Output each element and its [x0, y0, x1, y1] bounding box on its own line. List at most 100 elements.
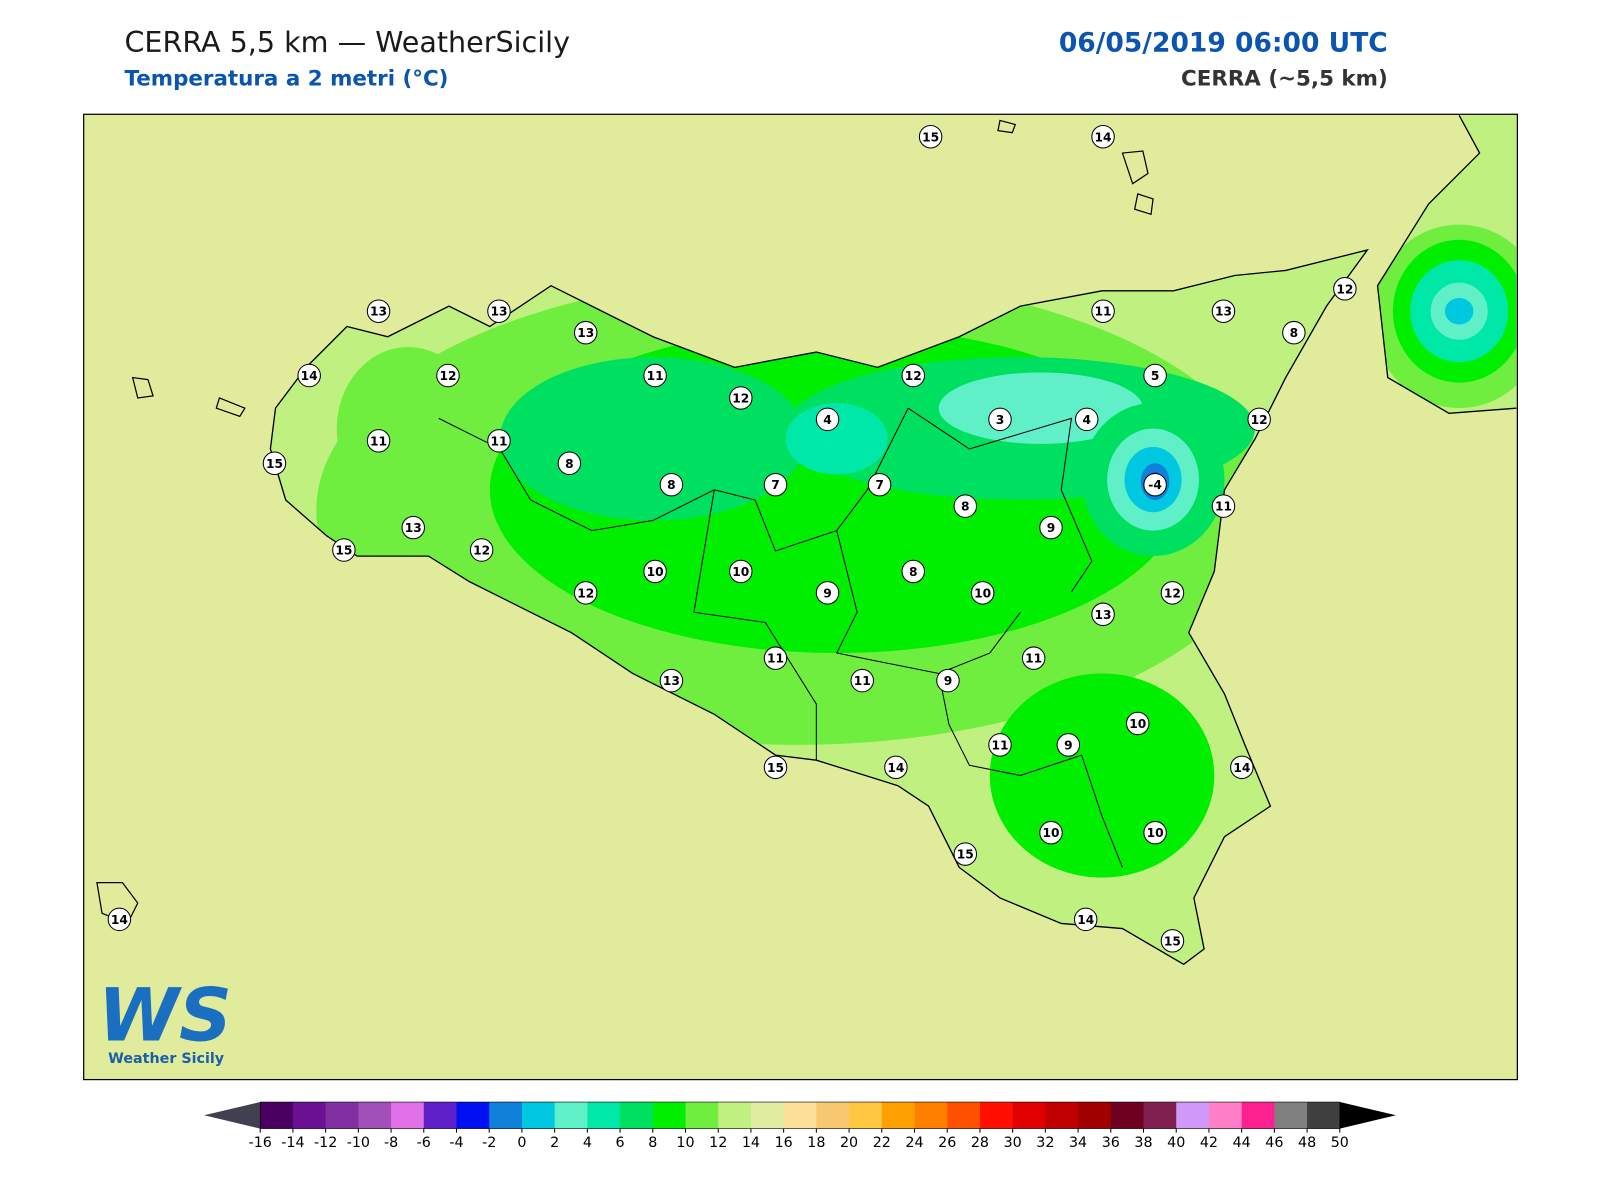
station-value: 8	[1290, 326, 1299, 340]
station-marker	[815, 407, 840, 432]
station-marker	[901, 363, 925, 388]
colorbar-tick-label: 4	[583, 1135, 592, 1151]
station-value: 11	[370, 434, 387, 448]
station-value: 5	[1151, 369, 1160, 383]
colorbar-tick-label: 8	[648, 1135, 657, 1151]
title: CERRA 5,5 km — WeatherSicily	[124, 25, 570, 59]
color-bin	[816, 1102, 850, 1129]
station-marker	[901, 559, 925, 584]
station-marker	[1091, 299, 1115, 323]
colorbar-tick-label: 24	[905, 1135, 923, 1151]
colorbar-tick-label: -4	[449, 1135, 463, 1151]
station-marker	[487, 299, 511, 323]
station-value: 12	[732, 391, 749, 405]
station-value: 14	[111, 913, 128, 927]
station-value: 10	[974, 586, 991, 600]
station-value: 13	[370, 305, 387, 319]
colorbar-tick-label: 48	[1298, 1135, 1316, 1151]
station-marker	[366, 429, 391, 453]
color-bin	[292, 1102, 327, 1129]
model: CERRA (~5,5 km)	[1181, 67, 1388, 92]
station-value: 13	[405, 521, 422, 535]
station-value: 7	[771, 478, 780, 492]
station-marker	[867, 472, 892, 497]
color-bin	[423, 1102, 458, 1129]
color-bin	[1307, 1102, 1341, 1129]
station-value: 11	[854, 674, 871, 688]
station-marker	[884, 755, 908, 780]
station-value: 9	[823, 586, 832, 600]
color-bin	[750, 1102, 785, 1129]
station-value: 14	[887, 761, 904, 775]
color-bin	[1078, 1102, 1112, 1129]
color-bin	[947, 1102, 981, 1129]
colorbar-tick-label: 34	[1069, 1135, 1087, 1151]
station-marker	[366, 299, 391, 323]
station-marker	[487, 429, 511, 453]
color-bin	[1045, 1102, 1079, 1129]
station-marker	[107, 907, 132, 932]
colorbar-tick-label: -2	[482, 1135, 496, 1151]
color-bin	[783, 1102, 817, 1129]
station-marker	[436, 363, 460, 388]
station-marker	[643, 363, 667, 388]
colorbar-tick-label: 22	[873, 1135, 891, 1151]
station-marker	[1073, 907, 1098, 932]
over-triangle	[1339, 1102, 1396, 1129]
colorbar-tick-label: 2	[550, 1135, 559, 1151]
station-value: 11	[1215, 500, 1232, 514]
colorbar-tick-label: -8	[384, 1135, 398, 1151]
station-value: 7	[875, 478, 884, 492]
station-marker	[729, 559, 753, 584]
color-bin	[456, 1102, 490, 1129]
colorbar-frame	[259, 1101, 1341, 1129]
colorbar-tick-label: 36	[1102, 1135, 1120, 1151]
under-triangle	[204, 1102, 261, 1129]
color-bin	[718, 1102, 752, 1129]
station-value: 12	[473, 544, 490, 558]
station-marker	[557, 451, 582, 475]
color-bin	[554, 1102, 588, 1129]
station-marker	[729, 386, 753, 410]
colorbar-tick-label: 32	[1036, 1135, 1054, 1151]
station-value: 11	[1025, 652, 1042, 666]
station-value: 9	[944, 674, 953, 688]
station-value: 8	[909, 565, 918, 579]
station-value: 10	[1043, 826, 1060, 840]
logo-text: Weather Sicily	[108, 1051, 225, 1067]
station-value: 15	[1164, 934, 1181, 948]
station-value: 12	[1251, 413, 1268, 427]
station-marker	[643, 559, 667, 584]
color-bin	[1012, 1102, 1046, 1129]
color-bin	[521, 1102, 556, 1129]
station-marker	[763, 646, 788, 670]
station-value: 4	[823, 413, 832, 427]
color-bin	[979, 1102, 1014, 1129]
station-marker	[401, 515, 425, 540]
station-marker	[1143, 363, 1167, 388]
colorbar-tick-label: 20	[840, 1135, 858, 1151]
station-marker	[953, 842, 978, 866]
station-value: 9	[1064, 738, 1073, 752]
station-marker	[1091, 602, 1115, 627]
colorbar-tick-label: 46	[1265, 1135, 1283, 1151]
province-borders	[438, 407, 1123, 868]
color-bin	[1143, 1102, 1177, 1129]
map-frame	[83, 113, 1518, 1081]
station-value: 10	[1147, 826, 1164, 840]
colorbar-tick-label: -14	[281, 1135, 304, 1151]
station-marker	[1211, 494, 1236, 518]
station-value: 14	[1095, 130, 1112, 144]
station-marker	[1056, 733, 1081, 757]
colorbar-tick-label: 28	[971, 1135, 989, 1151]
station-value: 8	[961, 500, 970, 514]
color-bin	[1208, 1102, 1243, 1129]
station-value: 10	[647, 565, 664, 579]
station-value: 15	[335, 544, 352, 558]
station-marker	[1160, 581, 1185, 605]
colorbar-tick-label: -6	[417, 1135, 431, 1151]
station-value: 14	[1233, 761, 1250, 775]
station-marker	[297, 363, 321, 388]
